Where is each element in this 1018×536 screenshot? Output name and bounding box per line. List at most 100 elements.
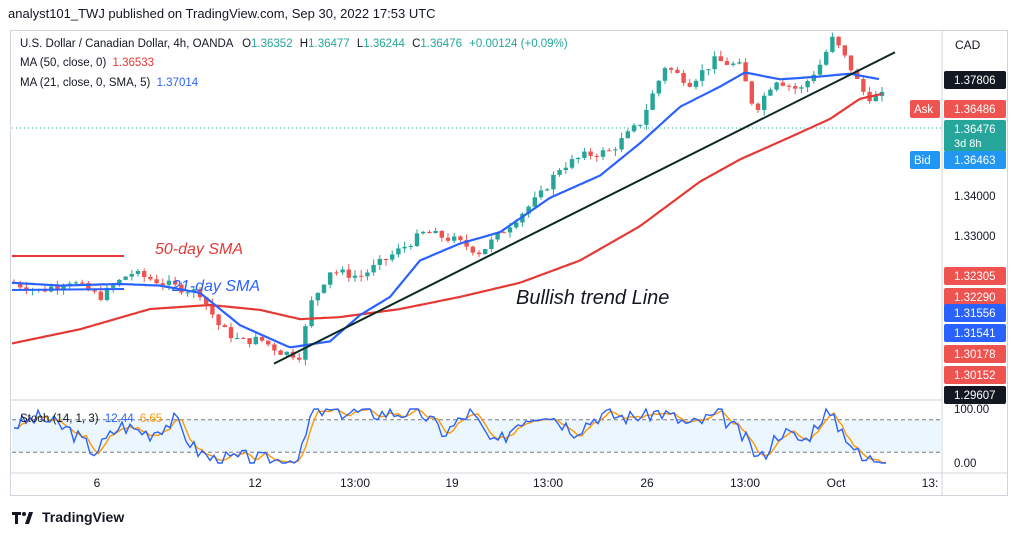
candle-body: [594, 155, 599, 157]
candle-body: [557, 170, 562, 175]
candle-body: [135, 271, 141, 274]
candle-body: [402, 246, 407, 249]
candle-body: [755, 103, 761, 110]
candle-body: [762, 95, 767, 110]
price-axis-badge-label: 1.31541: [954, 328, 996, 340]
candle-body: [204, 297, 209, 305]
stoch-legend[interactable]: Stoch (14, 1, 3) 12.44 6.65: [20, 413, 162, 425]
currency-label: CAD: [955, 38, 981, 52]
candle-body: [445, 237, 451, 241]
candle-body: [160, 283, 165, 285]
quote-price-box: [944, 151, 1006, 169]
candle-body: [408, 246, 413, 248]
candle-body: [427, 231, 432, 234]
candle-body: [786, 85, 792, 87]
candle-body: [154, 279, 159, 284]
price-axis-badge: [944, 345, 1006, 363]
quote-tag: [910, 151, 940, 169]
high-label: H: [299, 38, 309, 50]
candle-body: [495, 232, 500, 240]
chart-frame: [10, 30, 1008, 496]
quote-tag: [910, 100, 940, 118]
candle-body: [18, 283, 23, 288]
candle-body: [272, 344, 277, 351]
candle-body: [681, 72, 686, 83]
ma50-legend[interactable]: MA (50, close, 0) 1.36533: [20, 57, 154, 69]
candle-body: [569, 159, 575, 168]
ask-tag: Ask: [914, 104, 933, 116]
candle-body: [247, 338, 252, 345]
ma50-line: [11, 92, 883, 345]
tv-logo-icon: [12, 511, 33, 524]
price-axis-badge: [944, 71, 1006, 89]
candle-body: [266, 340, 271, 345]
candle-body: [669, 68, 674, 70]
candle-body: [693, 80, 699, 87]
time-tick-label: 13:00: [533, 476, 563, 490]
candle-body: [576, 157, 581, 160]
candle-body: [340, 269, 345, 273]
tv-brand: TradingView: [42, 509, 125, 525]
candle-body: [644, 109, 649, 125]
candle-body: [768, 89, 773, 96]
candle-body: [98, 291, 103, 300]
sma21-annotation: 21-day SMA: [171, 278, 260, 295]
price-axis-badge: [944, 288, 1006, 306]
candle-body: [346, 269, 351, 278]
ma21-legend[interactable]: MA (21, close, 0, SMA, 5) 1.37014: [20, 77, 198, 89]
time-tick-label: 26: [640, 476, 654, 490]
ma21-value: 1.37014: [156, 77, 199, 89]
ma21-label: MA (21, close, 0, SMA, 5): [20, 77, 151, 89]
candle-body: [210, 304, 215, 315]
candle-body: [817, 64, 823, 75]
price-axis-badge: [944, 304, 1006, 322]
candle-body: [390, 254, 395, 260]
candle-body: [538, 190, 544, 198]
candle-body: [700, 70, 705, 81]
price-axis-badge: [944, 324, 1006, 342]
candle-body: [687, 82, 692, 87]
tradingview-logo[interactable]: TradingView: [12, 509, 124, 525]
time-tick-label: 13:00: [340, 476, 370, 490]
low-label: L: [356, 38, 364, 50]
candle-body: [421, 231, 426, 234]
candle-body: [80, 282, 85, 284]
candle-body: [235, 337, 240, 339]
candle-body: [830, 36, 835, 52]
open-value: 1.36352: [251, 38, 293, 50]
bullish-trend-line: [273, 51, 896, 365]
candle-body: [507, 227, 513, 233]
time-tick-label: 12: [248, 476, 262, 490]
price-axis-badge-label: 1.31556: [954, 308, 996, 320]
candle-body: [607, 150, 612, 152]
candle-body: [297, 357, 302, 360]
last-price-label: 1.36476: [954, 124, 996, 136]
time-tick-label: Oct: [827, 476, 846, 490]
candle-body: [396, 248, 401, 255]
candle-body: [433, 230, 438, 234]
ma50-value: 1.36533: [112, 57, 155, 69]
ma50-label: MA (50, close, 0): [20, 57, 107, 69]
candle-body: [774, 82, 779, 90]
time-tick-label: 6: [94, 476, 101, 490]
candle-body: [619, 138, 624, 150]
candle-body: [737, 62, 742, 64]
stoch-tick-label: 100.00: [954, 404, 989, 416]
candle-body: [563, 167, 568, 171]
candle-body: [352, 275, 358, 278]
candle-body: [309, 300, 314, 327]
candle-body: [631, 125, 637, 132]
candle-body: [328, 272, 333, 285]
candle-body: [61, 286, 66, 289]
price-axis-badge-label: 1.32305: [954, 271, 996, 283]
candle-body: [142, 271, 147, 277]
low-value: 1.36244: [363, 38, 405, 50]
open-label: O: [242, 38, 252, 50]
time-tick-label: 19: [445, 476, 459, 490]
candle-body: [780, 82, 785, 86]
symbol-name[interactable]: U.S. Dollar / Canadian Dollar, 4h, OANDA: [20, 38, 233, 50]
candle-body: [848, 55, 854, 71]
candle-body: [718, 56, 723, 62]
change-value: +0.00124 (+0.09%): [469, 38, 568, 50]
